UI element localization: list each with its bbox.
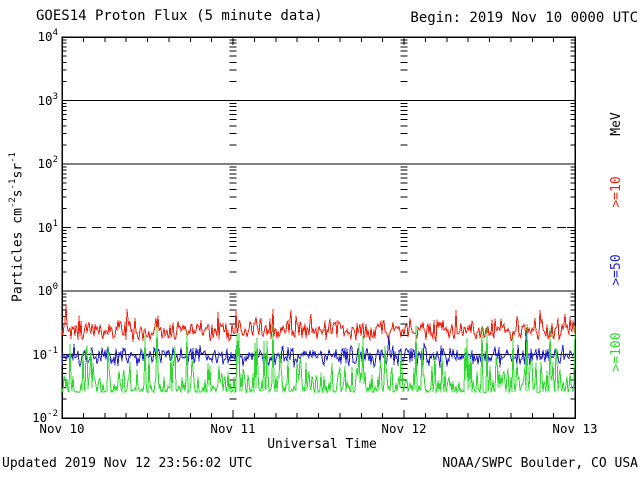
begin-label: Begin: 2019 Nov 10 0000 UTC: [410, 10, 638, 26]
chart-title: GOES14 Proton Flux (5 minute data): [36, 8, 323, 24]
y-tick-label: 100: [37, 282, 58, 299]
x-tick-label: Nov 10: [39, 421, 85, 436]
footer-credit: NOAA/SWPC Boulder, CO USA: [442, 456, 638, 471]
x-axis-title: Universal Time: [267, 437, 377, 452]
series-line-50: [61, 332, 576, 369]
y-tick-label: 10-1: [32, 345, 58, 362]
footer-updated: Updated 2019 Nov 12 23:56:02 UTC: [2, 456, 253, 471]
series-line-100: [61, 325, 576, 395]
y-tick-label: 102: [37, 155, 58, 172]
series-label-100: >=100: [609, 332, 624, 372]
x-tick-label: Nov 12: [381, 421, 427, 436]
x-tick-label: Nov 13: [552, 421, 598, 436]
y-tick-label: 103: [37, 91, 58, 108]
y-tick-label: 104: [37, 28, 58, 45]
y-tick-label: 101: [37, 218, 58, 235]
series-line-10: [61, 304, 576, 343]
x-tick-label: Nov 11: [210, 421, 256, 436]
y-tick-label: 10-2: [32, 409, 58, 426]
